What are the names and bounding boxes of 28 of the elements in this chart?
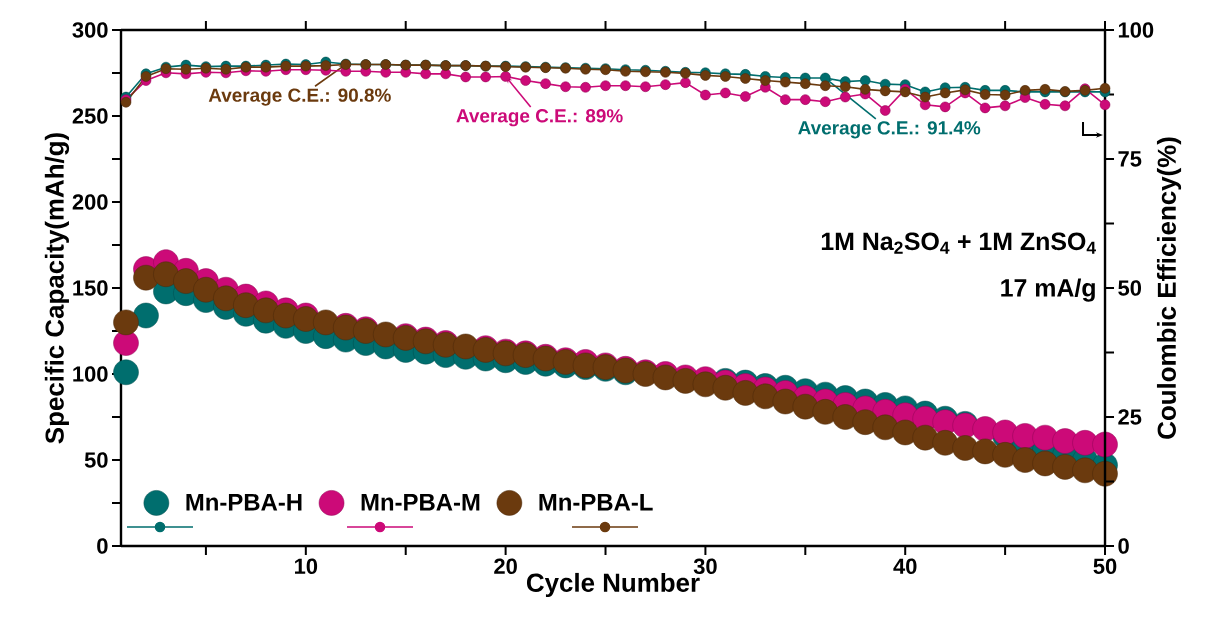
annotation: 1M Na$_{2}$SO$_{4}$ + 1M ZnSO$_{4}$: [821, 232, 1096, 254]
annotation: Average C.E.: 89%: [456, 109, 623, 127]
y-tick-label: 100: [73, 366, 108, 382]
y2-tick-label: 25: [1118, 409, 1142, 425]
x-tick-label: 10: [295, 558, 318, 575]
y-axis-title: Specific Capacity(mAh/g): [44, 133, 70, 444]
x-tick-label: 50: [1093, 558, 1117, 575]
annotation: 17 mA/g: [1001, 278, 1095, 302]
x-tick-label: 40: [893, 558, 917, 575]
y-tick-label: 250: [72, 108, 108, 124]
y2-tick-label: 100: [1118, 22, 1154, 38]
y2-tick-label: 50: [1118, 280, 1142, 296]
y-tick-label: 300: [72, 22, 108, 38]
annotation: Average C.E.: 91.4%: [798, 121, 981, 139]
y-tick-label: 150: [73, 280, 108, 296]
x-tick-label: 20: [494, 558, 517, 575]
legend-label: Mn-PBA-L: [539, 493, 653, 511]
legend-label: Mn-PBA-H: [186, 493, 302, 511]
y2-axis-title: Coulombic Efficiency(%): [1156, 137, 1182, 439]
y-tick-label: 50: [84, 452, 108, 468]
legend-label: Mn-PBA-M: [361, 493, 480, 511]
y2-tick-label: 0: [1118, 538, 1129, 554]
y-tick-label: 0: [97, 538, 108, 554]
y2-tick-label: 75: [1118, 151, 1142, 167]
annotation: Average C.E.: 90.8%: [208, 88, 391, 106]
x-tick-label: 30: [693, 558, 717, 575]
y-tick-label: 200: [72, 194, 108, 210]
x-axis-title: Cycle Number: [526, 572, 700, 598]
